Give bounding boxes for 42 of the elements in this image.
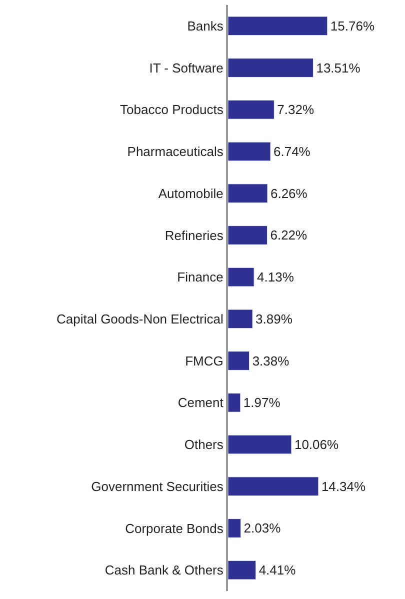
bar bbox=[228, 309, 253, 329]
data-label: 6.26% bbox=[270, 186, 308, 201]
y-tick-label: Pharmaceuticals bbox=[127, 144, 224, 160]
y-tick-label: Automobile bbox=[158, 186, 224, 201]
y-tick-label: Government Securities bbox=[91, 478, 224, 494]
data-label: 15.76% bbox=[330, 18, 375, 34]
y-tick-label: Cement bbox=[178, 395, 224, 410]
data-label: 10.06% bbox=[294, 437, 339, 452]
bar bbox=[228, 267, 254, 287]
bar bbox=[228, 560, 256, 580]
data-label: 4.41% bbox=[258, 562, 296, 578]
bar bbox=[228, 100, 274, 120]
data-label: 6.74% bbox=[274, 144, 311, 159]
y-tick-label: Corporate Bonds bbox=[125, 520, 224, 536]
data-label: 14.34% bbox=[321, 478, 366, 494]
data-label: 6.22% bbox=[270, 228, 308, 243]
y-tick-label: Capital Goods-Non Electrical bbox=[56, 311, 224, 326]
y-tick-label: Tobacco Products bbox=[120, 102, 224, 118]
y-tick-label: Others bbox=[184, 437, 224, 452]
bar bbox=[228, 476, 319, 496]
data-label: 4.13% bbox=[257, 270, 294, 285]
bar bbox=[228, 518, 242, 538]
bar bbox=[228, 184, 268, 204]
y-tick-label: Refineries bbox=[164, 228, 224, 243]
bar bbox=[228, 392, 241, 412]
y-tick-label: Finance bbox=[177, 270, 224, 285]
y-tick-label: Banks bbox=[187, 18, 224, 34]
bar bbox=[228, 226, 268, 245]
y-tick-label: IT - Software bbox=[149, 60, 224, 76]
bar bbox=[228, 351, 250, 370]
bar bbox=[228, 16, 328, 36]
bar bbox=[228, 142, 271, 162]
bar bbox=[228, 58, 314, 78]
data-label: 2.03% bbox=[244, 520, 282, 536]
data-label: 3.89% bbox=[256, 311, 293, 326]
bar bbox=[228, 434, 292, 454]
y-tick-label: Cash Bank & Others bbox=[104, 562, 224, 578]
data-label: 7.32% bbox=[277, 102, 314, 118]
data-label: 1.97% bbox=[243, 395, 281, 410]
y-tick-label: FMCG bbox=[185, 353, 224, 368]
data-label: 3.38% bbox=[252, 353, 290, 368]
data-label: 13.51% bbox=[316, 60, 361, 76]
